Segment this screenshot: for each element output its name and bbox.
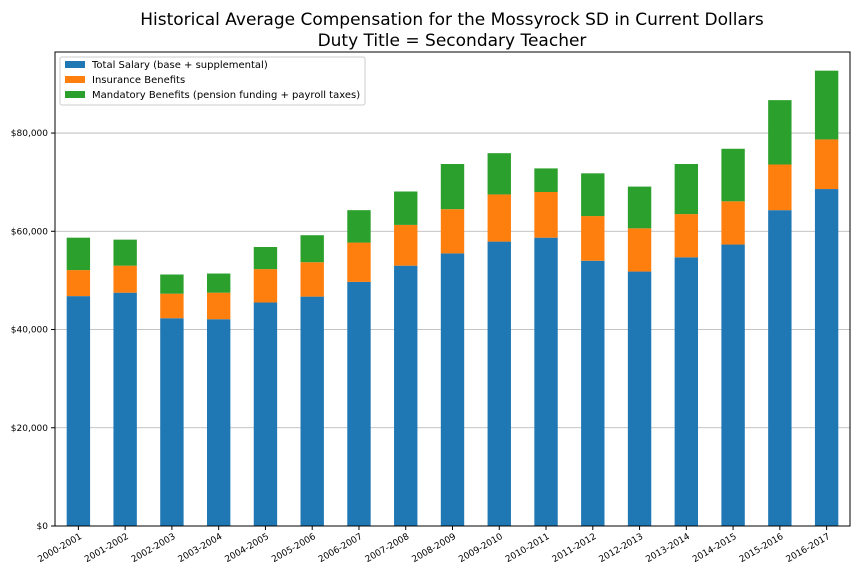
x-tick-label: 2010-2011: [504, 532, 551, 565]
bar-insurance: [627, 228, 652, 272]
bar-salary: [253, 302, 278, 526]
bar-mandatory: [581, 173, 605, 217]
x-tick-label: 2004-2005: [223, 532, 270, 565]
bar-insurance: [721, 201, 745, 245]
x-tick-label: 2000-2001: [36, 532, 83, 565]
legend-entry: Mandatory Benefits (pension funding + pa…: [92, 90, 360, 101]
x-tick-label: 2012-2013: [598, 532, 645, 565]
bar-insurance: [394, 224, 418, 266]
bar-salary: [440, 253, 465, 526]
bar-mandatory: [534, 168, 558, 192]
x-tick-label: 2005-2006: [270, 532, 318, 565]
y-tick-label: $80,000: [11, 129, 48, 139]
bar-mandatory: [394, 191, 418, 225]
bar-salary: [113, 292, 137, 526]
legend-box: [59, 56, 366, 106]
bar-salary: [627, 271, 652, 526]
x-tick-label: 2003-2004: [177, 532, 225, 565]
bar-insurance: [814, 139, 839, 190]
bar-salary: [487, 241, 511, 526]
bar-insurance: [674, 214, 699, 258]
legend: Total Salary (base + supplemental) Insura…: [59, 56, 366, 106]
bar-mandatory: [814, 70, 839, 140]
bar-salary: [66, 296, 91, 526]
bar-salary: [721, 244, 745, 526]
bar-insurance: [534, 191, 558, 238]
x-axis: 2000-2001 2001-2002 2002-2003 2003-2004 2004…: [36, 526, 832, 565]
bar-insurance: [347, 242, 371, 282]
x-tick-label: 2006-2007: [317, 532, 364, 565]
x-tick-label: 2008-2009: [411, 532, 459, 565]
bar-salary: [394, 265, 418, 526]
bar-insurance: [160, 293, 184, 319]
legend-swatch: [65, 91, 85, 98]
bar-insurance: [113, 265, 137, 293]
bar-mandatory: [206, 273, 231, 293]
bar-salary: [768, 210, 792, 526]
bar-insurance: [253, 269, 278, 303]
x-tick-label: 2007-2008: [364, 532, 412, 565]
bar-salary: [814, 189, 839, 526]
bar-mandatory: [721, 148, 745, 202]
x-tick-label: 2016-2017: [785, 532, 832, 565]
bar-mandatory: [487, 153, 511, 195]
y-tick-label: $40,000: [11, 326, 48, 336]
bar-mandatory: [674, 163, 699, 215]
bar-salary: [674, 257, 699, 526]
x-tick-label: 2011-2012: [551, 532, 598, 565]
bar-salary: [160, 318, 184, 526]
x-tick-label: 2014-2015: [691, 532, 738, 565]
bar-mandatory: [160, 274, 184, 294]
chart-title: Historical Average Compensation for the …: [140, 10, 764, 30]
bar-insurance: [66, 270, 91, 297]
bar-mandatory: [66, 237, 91, 271]
bar-insurance: [768, 164, 792, 211]
bar-mandatory: [300, 235, 324, 263]
bar-insurance: [581, 216, 605, 261]
y-tick-label: $0: [37, 522, 49, 532]
bar-mandatory: [347, 210, 371, 243]
bars: [66, 70, 839, 526]
bar-salary: [347, 281, 371, 526]
bar-mandatory: [113, 239, 137, 266]
y-axis: $0 $20,000 $40,000 $60,000 $80,000: [11, 129, 55, 532]
bar-salary: [581, 260, 605, 526]
x-tick-label: 2002-2003: [130, 532, 177, 565]
bar-salary: [534, 237, 558, 526]
bar-insurance: [300, 262, 324, 297]
y-tick-label: $20,000: [11, 424, 48, 434]
x-tick-label: 2009-2010: [457, 532, 505, 565]
legend-swatch: [65, 61, 85, 68]
bar-salary: [206, 319, 231, 526]
legend-swatch: [65, 76, 85, 83]
bar-insurance: [440, 209, 465, 254]
bar-insurance: [206, 292, 231, 320]
bar-insurance: [487, 194, 511, 242]
bar-mandatory: [440, 163, 465, 210]
bar-mandatory: [768, 100, 792, 165]
x-tick-label: 2015-2016: [738, 532, 786, 565]
legend-entry: Insurance Benefits: [92, 75, 185, 86]
x-tick-label: 2013-2014: [644, 532, 692, 565]
x-tick-label: 2001-2002: [83, 532, 130, 565]
chart-subtitle: Duty Title = Secondary Teacher: [318, 31, 587, 51]
y-tick-label: $60,000: [11, 227, 48, 237]
bar-mandatory: [253, 247, 278, 270]
legend-entry: Total Salary (base + supplemental): [91, 60, 268, 71]
bar-mandatory: [627, 186, 652, 229]
bar-salary: [300, 296, 324, 526]
